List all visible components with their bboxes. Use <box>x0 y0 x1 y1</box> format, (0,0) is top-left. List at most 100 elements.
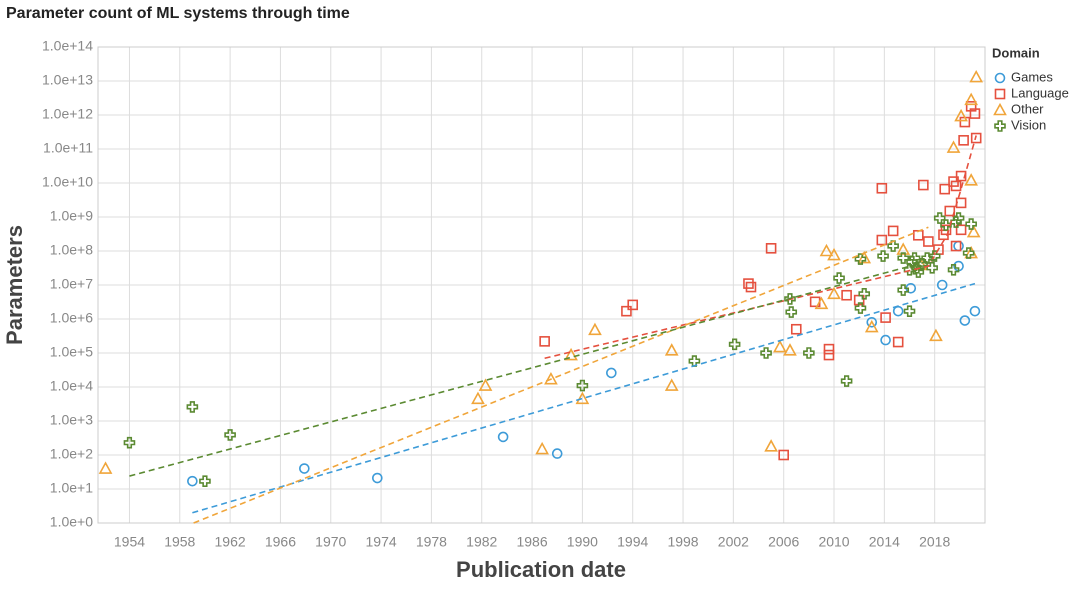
data-point <box>186 401 199 413</box>
data-point <box>950 180 962 192</box>
data-point <box>123 436 136 449</box>
y-tick-label: 1.0e+3 <box>50 412 93 428</box>
trend-line <box>193 226 929 524</box>
data-point <box>765 243 777 254</box>
y-tick-label: 1.0e+9 <box>50 208 93 224</box>
data-point <box>299 463 310 474</box>
data-point <box>955 170 967 182</box>
legend-symbol <box>994 72 1006 84</box>
data-point <box>939 183 951 195</box>
data-point <box>892 305 904 317</box>
data-point <box>827 286 841 300</box>
data-point <box>969 69 984 83</box>
data-point <box>823 343 835 355</box>
data-point <box>918 179 929 191</box>
data-point <box>876 182 888 194</box>
data-point <box>864 319 879 333</box>
data-point <box>947 263 960 276</box>
data-point <box>745 281 757 293</box>
x-tick-label: 1982 <box>466 534 497 550</box>
data-point <box>950 216 962 228</box>
legend-label: Games <box>1011 69 1053 84</box>
y-tick-label: 1.0e+10 <box>42 174 93 190</box>
y-tick-label: 1.0e+0 <box>50 514 93 530</box>
data-point <box>964 92 979 106</box>
legend-symbol <box>994 120 1006 132</box>
x-tick-label: 1990 <box>567 534 598 550</box>
data-point <box>887 225 899 237</box>
data-point <box>606 367 617 379</box>
data-point <box>728 338 741 351</box>
data-point <box>588 322 602 336</box>
x-axis-title: Publication date <box>456 557 626 582</box>
data-point <box>877 250 889 262</box>
trend-line <box>544 135 977 360</box>
data-point <box>664 343 679 356</box>
y-tick-label: 1.0e+8 <box>50 242 93 258</box>
data-point <box>969 305 981 317</box>
data-point <box>827 247 841 261</box>
x-tick-label: 1954 <box>114 534 145 550</box>
data-point <box>880 312 891 323</box>
data-point <box>955 224 967 236</box>
data-point <box>966 224 981 238</box>
data-point <box>784 293 796 305</box>
data-point <box>953 240 964 252</box>
y-tick-label: 1.0e+4 <box>50 378 93 394</box>
y-tick-label: 1.0e+12 <box>42 106 93 122</box>
data-point <box>773 339 787 353</box>
data-point <box>906 256 918 268</box>
y-tick-label: 1.0e+6 <box>50 310 93 326</box>
data-point <box>962 247 975 259</box>
data-point <box>866 316 878 328</box>
chart-title: Parameter count of ML systems through ti… <box>6 5 350 22</box>
data-point <box>627 299 639 311</box>
x-tick-label: 1970 <box>315 534 346 550</box>
data-point <box>970 132 982 144</box>
legend-label: Vision <box>1011 117 1046 132</box>
x-tick-label: 2010 <box>818 534 849 550</box>
data-point <box>896 242 911 255</box>
data-point <box>959 315 971 326</box>
data-point <box>833 272 845 284</box>
legend-label: Other <box>1011 101 1044 116</box>
data-point <box>903 305 916 317</box>
y-tick-label: 1.0e+7 <box>50 276 93 292</box>
data-point <box>564 347 578 361</box>
data-point <box>969 108 981 119</box>
data-point <box>621 305 632 317</box>
data-point <box>954 108 968 122</box>
data-point <box>199 475 211 487</box>
data-point <box>539 336 550 347</box>
data-point <box>887 240 899 252</box>
y-tick-label: 1.0e+2 <box>50 446 93 462</box>
data-point <box>544 372 558 385</box>
data-point <box>478 378 493 391</box>
plot-frame <box>97 46 986 524</box>
data-point <box>841 289 852 301</box>
data-point <box>372 472 383 484</box>
data-point <box>840 375 853 387</box>
data-point <box>803 347 815 359</box>
data-point <box>950 240 962 252</box>
trend-line <box>129 257 939 477</box>
legend-title: Domain <box>992 45 1040 60</box>
x-tick-label: 2002 <box>718 534 749 550</box>
data-point <box>876 234 888 246</box>
y-axis-title: Parameters <box>2 225 27 345</box>
data-point <box>814 296 829 310</box>
data-point <box>946 140 961 153</box>
data-point <box>933 212 946 224</box>
data-point <box>98 461 113 474</box>
legend-symbol <box>993 102 1007 116</box>
y-tick-label: 1.0e+14 <box>42 38 93 54</box>
data-point <box>897 284 910 296</box>
data-point <box>823 349 835 361</box>
y-tick-label: 1.0e+1 <box>50 480 93 496</box>
x-tick-label: 1998 <box>667 534 698 550</box>
legend-label: Language <box>1011 85 1069 100</box>
data-point <box>764 439 778 452</box>
data-point <box>958 135 969 146</box>
data-point <box>940 219 952 231</box>
